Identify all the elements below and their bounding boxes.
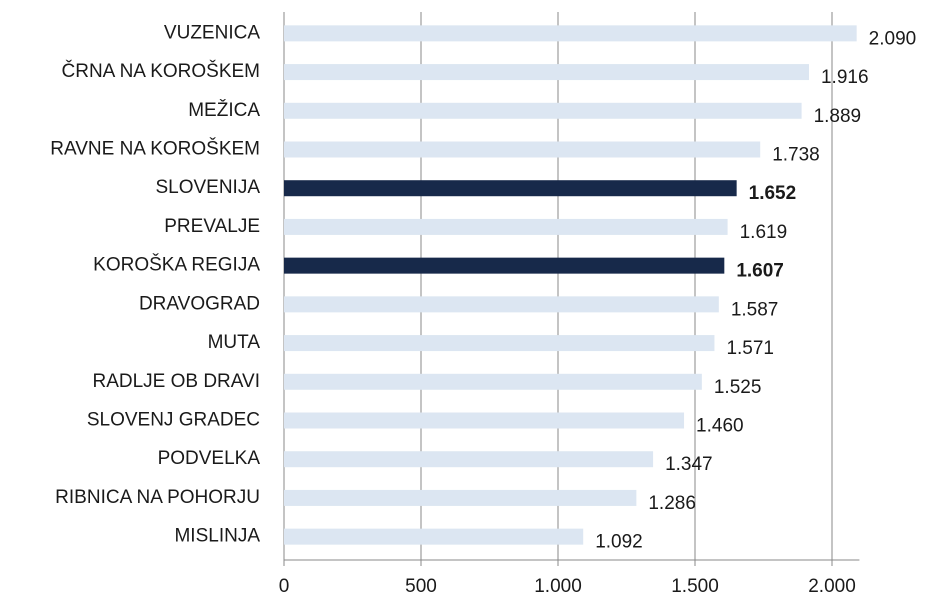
bar [284, 257, 725, 274]
value-label: 1.587 [731, 299, 779, 320]
category-label: RAVNE NA KOROŠKEM [50, 138, 260, 160]
value-label: 1.347 [665, 454, 713, 475]
value-label: 1.525 [714, 377, 762, 398]
category-label: MUTA [208, 332, 261, 353]
value-label: 1.889 [814, 106, 862, 127]
bar [284, 218, 728, 235]
category-label: PREVALJE [164, 216, 260, 237]
value-label: 1.652 [749, 183, 797, 204]
value-label: 1.460 [696, 416, 744, 437]
bar [284, 489, 637, 506]
category-label: RIBNICA NA POHORJU [55, 487, 260, 508]
bar [284, 335, 715, 352]
bar [284, 64, 809, 81]
category-label: SLOVENJ GRADEC [87, 410, 260, 431]
value-label: 1.607 [736, 261, 784, 282]
category-label: MISLINJA [174, 526, 260, 547]
bar [284, 451, 654, 468]
category-label: SLOVENIJA [155, 177, 260, 198]
value-label: 1.286 [648, 493, 696, 514]
value-label: 1.092 [595, 532, 643, 553]
bar [284, 25, 857, 42]
category-label: KOROŠKA REGIJA [93, 254, 260, 276]
x-tick-label: 1.000 [534, 576, 582, 597]
value-label: 1.916 [821, 67, 869, 88]
category-label: MEŽICA [188, 99, 260, 121]
value-label: 1.738 [772, 145, 820, 166]
bar [284, 412, 685, 429]
bar [284, 373, 702, 390]
x-tick-label: 500 [405, 576, 437, 597]
category-label: RADLJE OB DRAVI [92, 371, 260, 392]
x-tick-label: 2.000 [808, 576, 856, 597]
category-label: DRAVOGRAD [139, 293, 260, 314]
value-label: 1.619 [740, 222, 788, 243]
bar [284, 180, 737, 197]
bar [284, 528, 584, 545]
bar [284, 102, 802, 119]
value-label: 2.090 [869, 28, 917, 49]
x-tick-label: 1.500 [671, 576, 719, 597]
x-tick-label: 0 [279, 576, 290, 597]
value-label: 1.571 [726, 338, 774, 359]
category-label: VUZENICA [164, 22, 260, 43]
category-label: PODVELKA [158, 448, 261, 469]
bar [284, 141, 761, 158]
category-label: ČRNA NA KOROŠKEM [62, 60, 261, 82]
bar [284, 296, 719, 313]
